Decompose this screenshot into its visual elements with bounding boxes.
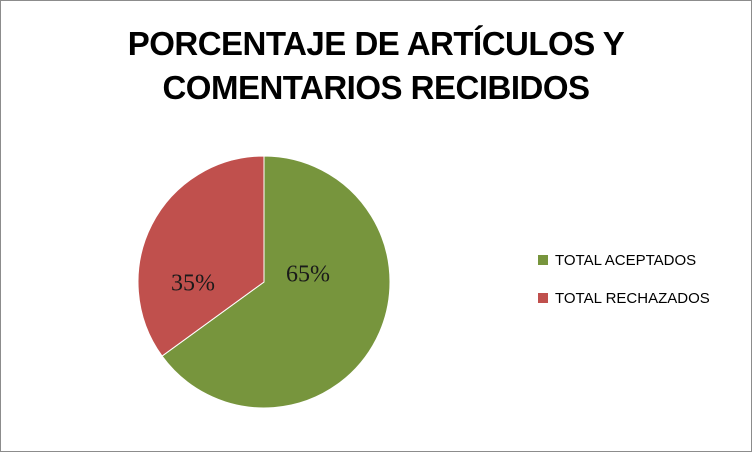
chart-title: PORCENTAJE DE ARTÍCULOS Y COMENTARIOS RE… <box>0 22 752 110</box>
pie-slice-aceptados <box>161 155 391 409</box>
legend: TOTAL ACEPTADOS TOTAL RECHAZADOS <box>538 250 710 326</box>
legend-label-aceptados: TOTAL ACEPTADOS <box>555 251 697 269</box>
data-label-aceptados: 65% <box>286 262 330 288</box>
data-label-rechazados: 35% <box>171 271 215 297</box>
chart-title-line-1: PORCENTAJE DE ARTÍCULOS Y <box>127 25 625 62</box>
legend-item-rechazados: TOTAL RECHAZADOS <box>538 288 710 308</box>
pie-slice-rechazados <box>137 155 265 357</box>
chart-title-line-2: COMENTARIOS RECIBIDOS <box>162 69 590 106</box>
legend-item-aceptados: TOTAL ACEPTADOS <box>538 250 710 270</box>
legend-label-rechazados: TOTAL RECHAZADOS <box>555 289 710 307</box>
legend-swatch-rechazados <box>538 293 548 303</box>
legend-swatch-aceptados <box>538 255 548 265</box>
